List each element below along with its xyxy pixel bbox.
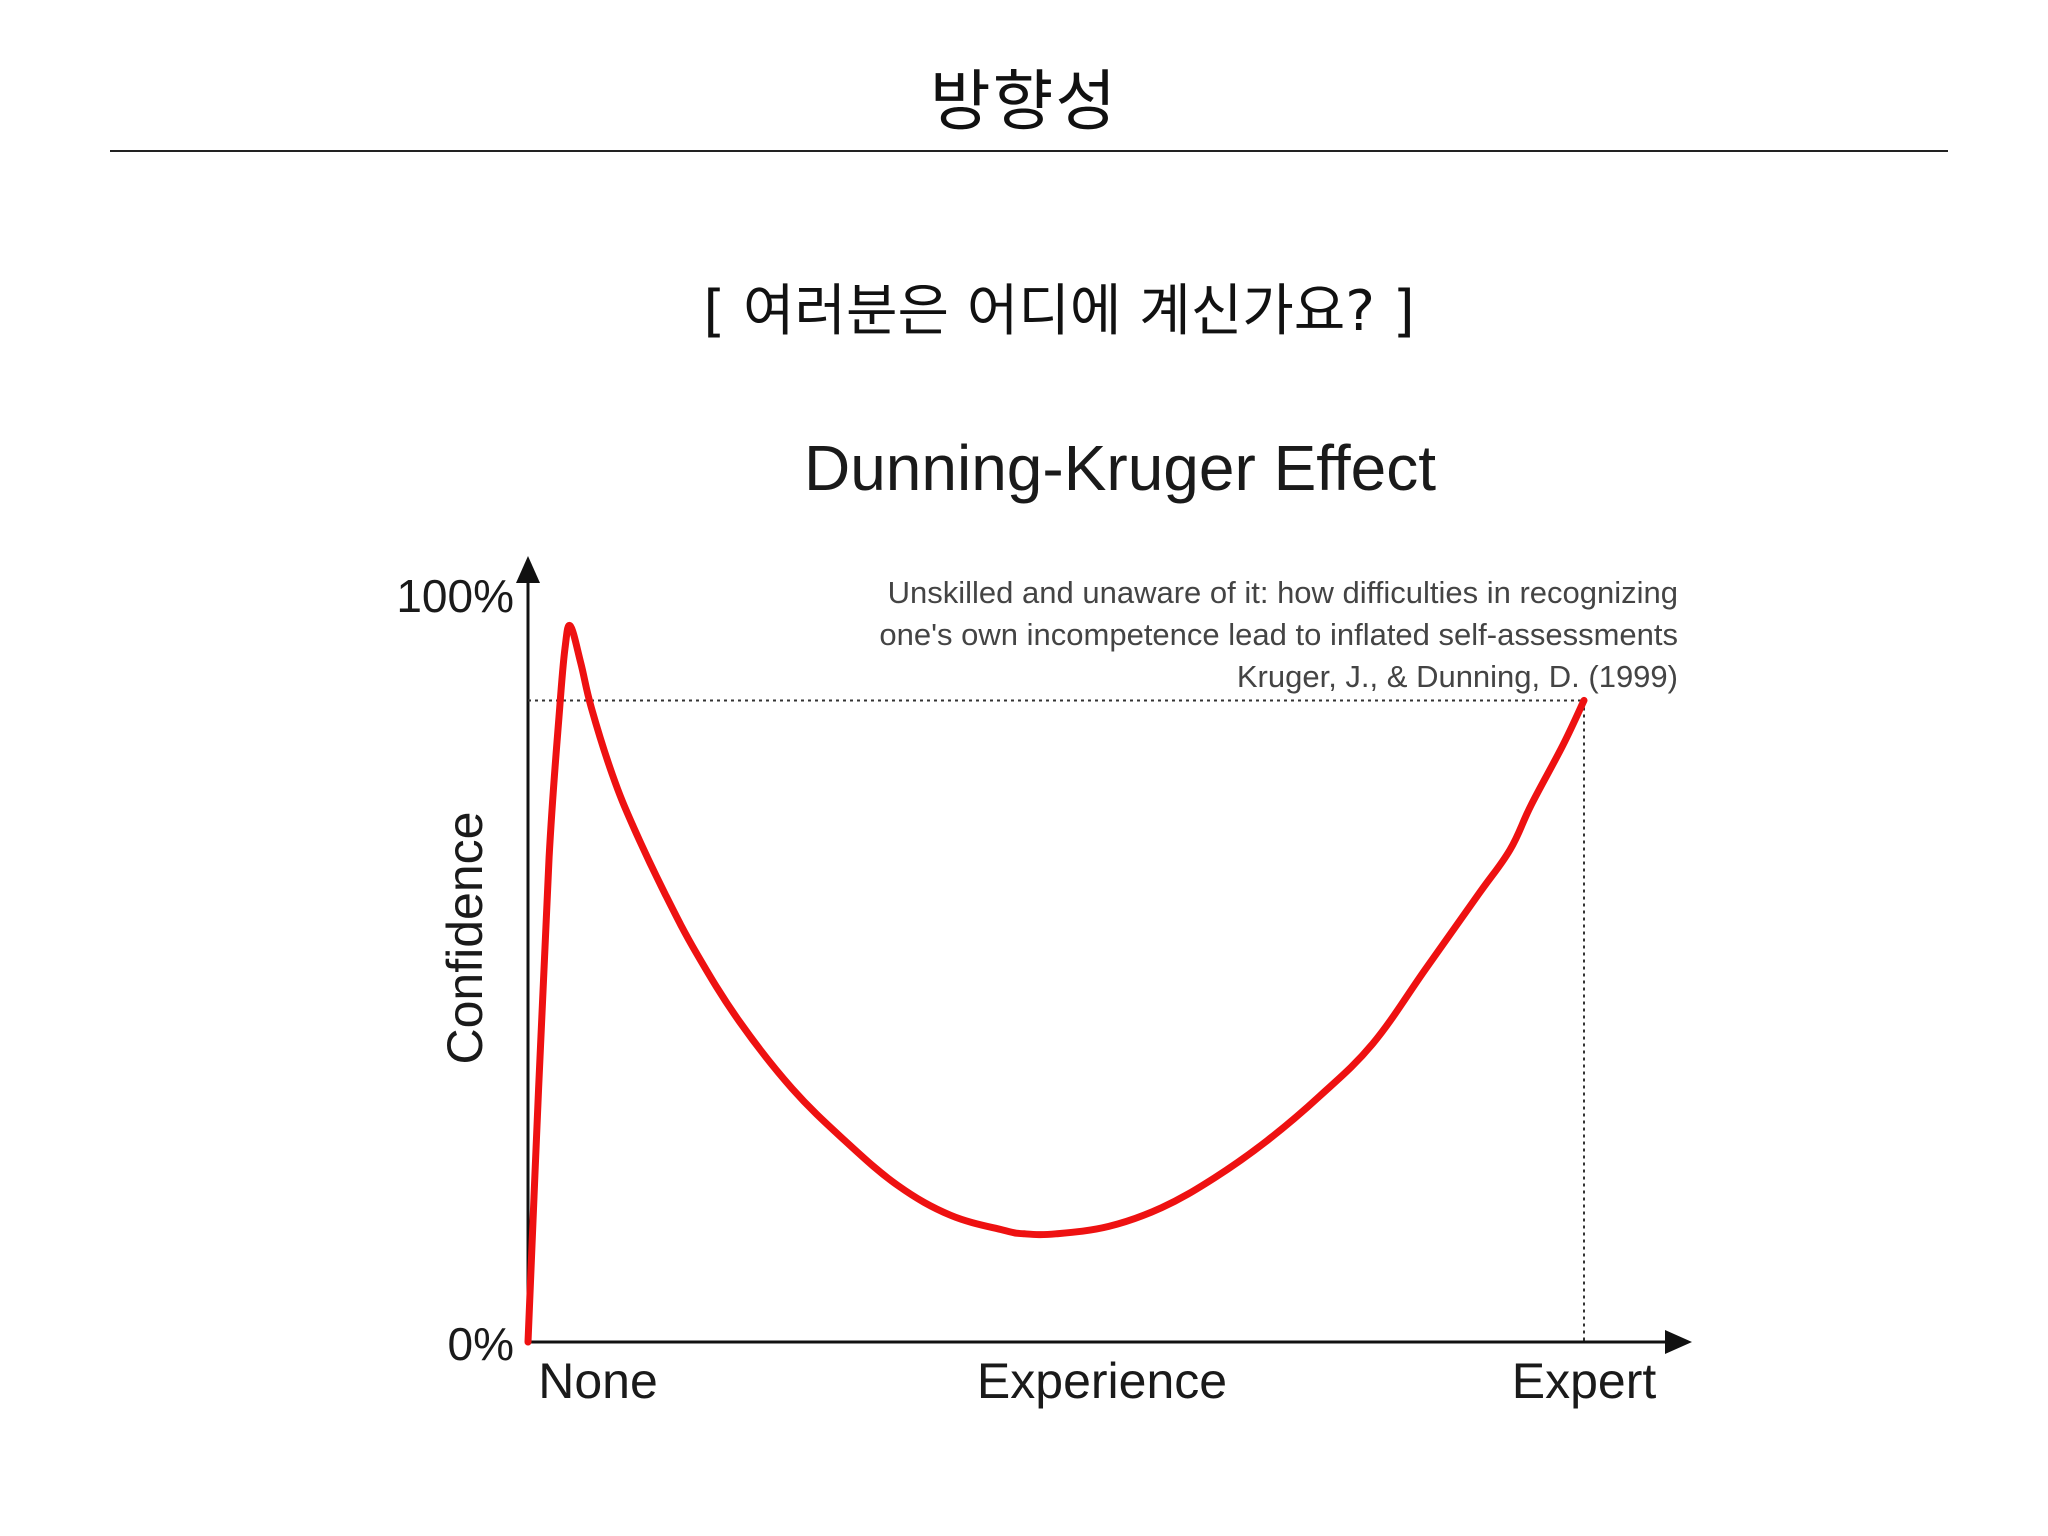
title-divider xyxy=(110,150,1948,152)
x-axis-label: Experience xyxy=(977,1353,1227,1409)
x-tick-none: None xyxy=(538,1353,658,1409)
confidence-curve xyxy=(524,621,1588,1346)
slide-question: [ 여러분은 어디에 계신가요? ] xyxy=(703,279,1415,344)
y-tick-100: 100% xyxy=(396,570,514,622)
chart-subtitle-line-1: Unskilled and unaware of it: how difficu… xyxy=(888,575,1678,610)
slide-title: 방향성 xyxy=(929,63,1119,140)
chart-subtitle-line-3: Kruger, J., & Dunning, D. (1999) xyxy=(1237,659,1678,694)
chart-title: Dunning-Kruger Effect xyxy=(804,432,1436,504)
y-axis-label: Confidence xyxy=(437,812,493,1065)
chart-subtitle-line-2: one's own incompetence lead to inflated … xyxy=(879,617,1678,652)
plot-area xyxy=(524,621,1588,1346)
y-tick-0: 0% xyxy=(448,1318,514,1370)
x-tick-expert: Expert xyxy=(1512,1353,1657,1409)
